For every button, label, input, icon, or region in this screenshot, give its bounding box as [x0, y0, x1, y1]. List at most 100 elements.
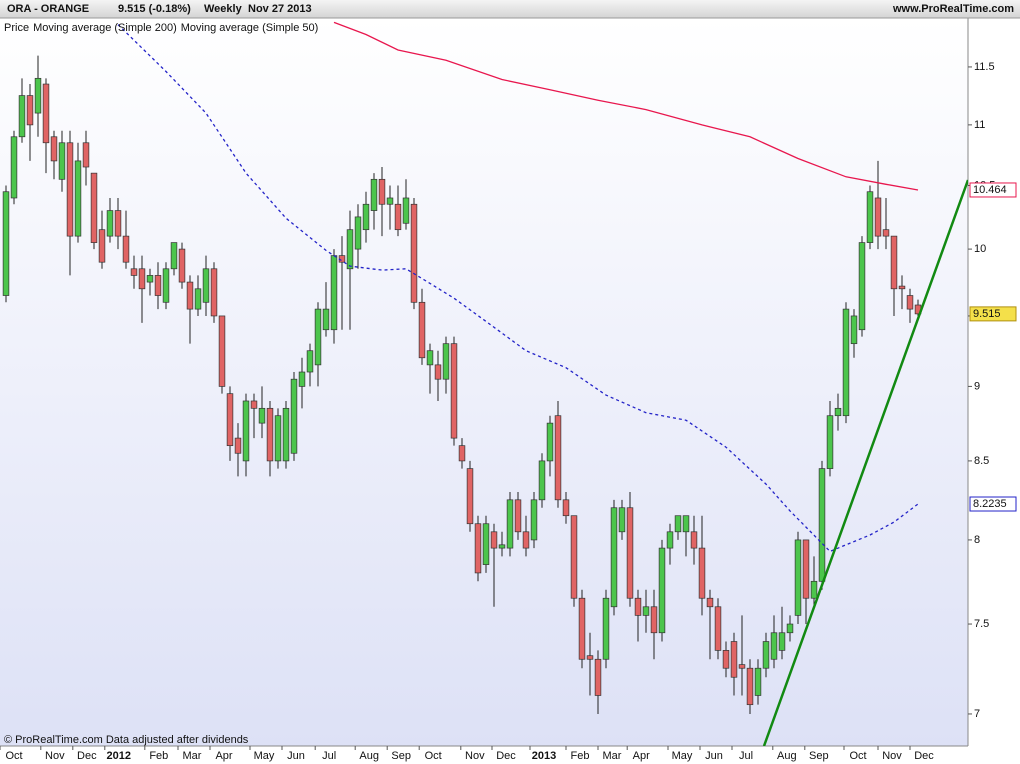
- candle-body: [706, 597, 714, 608]
- candle-body: [26, 95, 34, 126]
- x-tick-label: Dec: [914, 750, 934, 762]
- value-box: [969, 182, 1017, 198]
- value-label: 10.464: [973, 184, 1007, 196]
- candle-body: [282, 407, 290, 462]
- y-tick-label: 8: [974, 534, 980, 546]
- date: Nov 27 2013: [248, 3, 312, 15]
- candle-body: [882, 229, 890, 237]
- candle-body: [746, 667, 754, 706]
- candle-body: [482, 523, 490, 565]
- candle-body: [786, 623, 794, 634]
- candle-body: [10, 136, 18, 199]
- candle-body: [170, 242, 178, 270]
- candle-body: [450, 343, 458, 439]
- x-tick-label: Sep: [391, 750, 411, 762]
- candle-body: [658, 547, 666, 634]
- candle-body: [114, 210, 122, 237]
- candle-body: [434, 364, 442, 380]
- candle-body: [258, 407, 266, 424]
- x-tick-label: Aug: [777, 750, 797, 762]
- legend-entry: Moving average (Simple 200): [33, 22, 177, 34]
- candle-body: [122, 235, 130, 263]
- candle-body: [754, 667, 762, 696]
- value-box: [969, 306, 1017, 322]
- x-tick-label: Aug: [359, 750, 379, 762]
- candle-body: [402, 197, 410, 224]
- x-tick-label: May: [672, 750, 693, 762]
- candle-body: [298, 371, 306, 387]
- candle-body: [506, 499, 514, 549]
- candle-body: [642, 606, 650, 616]
- candle-body: [586, 655, 594, 660]
- candle-body: [722, 650, 730, 669]
- x-tick-label: 2013: [532, 750, 556, 762]
- candle-body: [98, 229, 106, 263]
- y-tick-label: 8.5: [974, 455, 989, 467]
- candle-body: [50, 136, 58, 162]
- value-label: 8.2235: [973, 498, 1007, 510]
- candle-body: [634, 597, 642, 616]
- candle-body: [178, 248, 186, 283]
- candle-body: [730, 641, 738, 678]
- candle-body: [250, 400, 258, 409]
- plot-area: [0, 18, 968, 746]
- candle-body: [498, 544, 506, 549]
- header-bar: [0, 0, 1020, 18]
- candle-body: [34, 77, 42, 114]
- candle-body: [106, 210, 114, 237]
- x-tick-label: Apr: [633, 750, 650, 762]
- candle-body: [842, 308, 850, 417]
- candle-body: [290, 378, 298, 454]
- site: www.ProRealTime.com: [892, 3, 1014, 15]
- candle-body: [770, 632, 778, 660]
- candle-body: [218, 315, 226, 387]
- candle-body: [322, 308, 330, 331]
- x-axis-area: [0, 746, 1020, 764]
- candle-body: [442, 343, 450, 380]
- candle-body: [682, 515, 690, 533]
- candle-body: [618, 507, 626, 533]
- x-tick-label: Feb: [571, 750, 590, 762]
- candle-body: [594, 658, 602, 696]
- candle-body: [330, 255, 338, 331]
- x-tick-label: Dec: [496, 750, 516, 762]
- candle-body: [306, 350, 314, 373]
- candle-body: [490, 531, 498, 549]
- x-tick-label: Dec: [77, 750, 97, 762]
- x-tick-label: Nov: [45, 750, 65, 762]
- x-tick-label: 2012: [107, 750, 131, 762]
- candle-body: [794, 539, 802, 616]
- x-tick-label: Oct: [425, 750, 442, 762]
- x-tick-label: Jul: [739, 750, 753, 762]
- candle-body: [570, 515, 578, 599]
- candle-body: [378, 178, 386, 205]
- plot: [2, 21, 922, 714]
- candle-body: [226, 393, 234, 447]
- candle-body: [602, 597, 610, 660]
- legend-entry: Moving average (Simple 50): [181, 22, 319, 34]
- candle-body: [346, 229, 354, 270]
- x-tick-label: Mar: [183, 750, 202, 762]
- candle-body: [130, 268, 138, 276]
- candle-body: [514, 499, 522, 533]
- symbol: ORA - ORANGE: [7, 3, 89, 15]
- candle-body: [898, 285, 906, 290]
- candle-body: [650, 606, 658, 634]
- value-label: 9.515: [973, 308, 1001, 320]
- value-box: [969, 496, 1017, 512]
- candle-body: [58, 142, 66, 180]
- candle-body: [90, 172, 98, 243]
- trend-line: [762, 179, 968, 746]
- candle-body: [194, 288, 202, 310]
- candle-body: [610, 507, 618, 608]
- axis-area: [968, 18, 1020, 746]
- candle-body: [818, 468, 826, 582]
- candle-body: [66, 142, 74, 237]
- candle-body: [410, 203, 418, 303]
- candle-body: [538, 460, 546, 501]
- x-tick-label: May: [254, 750, 275, 762]
- y-tick-label: 7.5: [974, 618, 989, 630]
- candle-body: [834, 407, 842, 417]
- candle-body: [874, 197, 882, 237]
- candle-body: [234, 437, 242, 454]
